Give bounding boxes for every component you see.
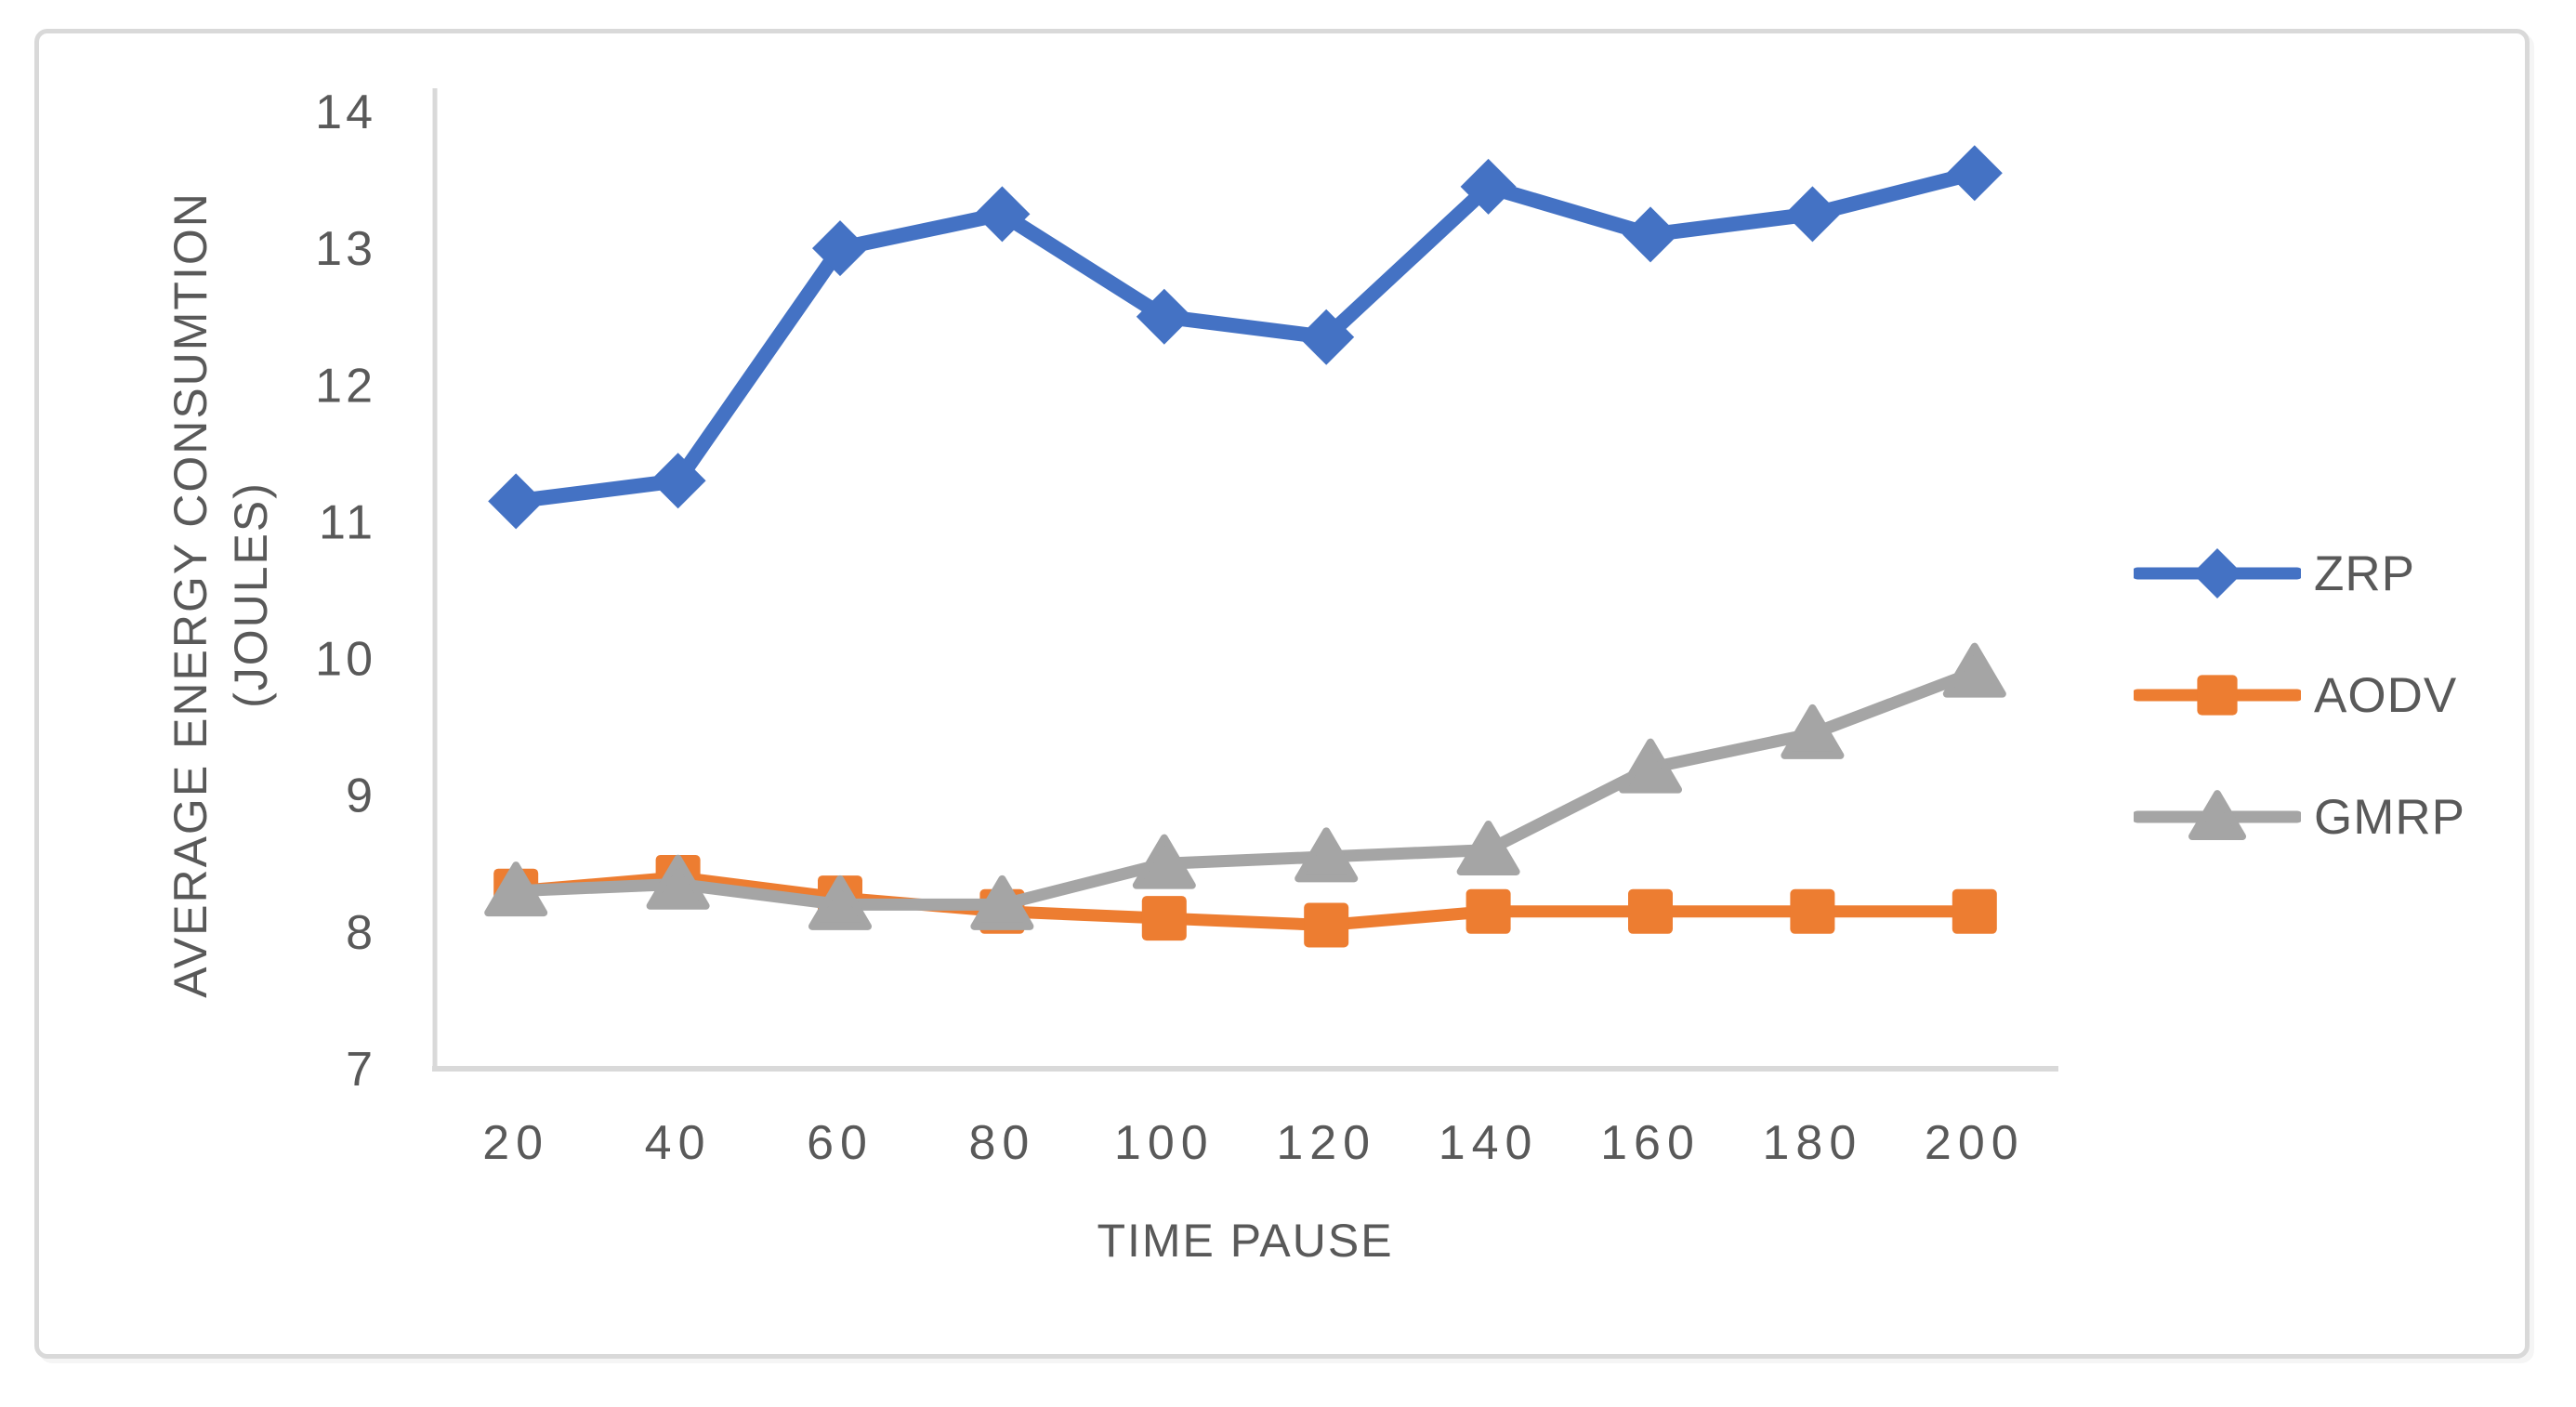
- x-tick-label-180: 180: [1763, 1116, 1863, 1170]
- data-point-ZRP-180: [1784, 186, 1841, 243]
- x-axis-title: TIME PAUSE: [1097, 1215, 1393, 1267]
- data-point-GMRP-160: [1619, 738, 1682, 794]
- series-line-AODV: [509, 871, 1981, 931]
- data-point-AODV-100: [1141, 896, 1187, 941]
- data-point-ZRP-80: [974, 186, 1031, 243]
- y-axis-title-line2: (JOULES): [225, 481, 277, 708]
- data-point-AODV-140: [1465, 888, 1511, 934]
- x-tick-label-80: 80: [968, 1116, 1035, 1170]
- y-tick-label-8: 8: [346, 906, 376, 960]
- y-axis-title-line1: AVERAGE ENERGY CONSUMTION: [164, 191, 217, 998]
- data-point-AODV-120: [1304, 902, 1349, 948]
- data-point-ZRP-60: [812, 220, 868, 277]
- x-tick-label-200: 200: [1925, 1116, 2025, 1170]
- data-point-ZRP-100: [1136, 288, 1192, 345]
- data-point-AODV-180: [1790, 888, 1835, 934]
- data-point-GMRP-100: [1132, 834, 1196, 889]
- x-tick-label-140: 140: [1439, 1116, 1539, 1170]
- y-axis-title: AVERAGE ENERGY CONSUMTION (JOULES): [161, 191, 282, 998]
- data-point-ZRP-120: [1298, 309, 1355, 365]
- data-point-AODV-160: [1628, 888, 1673, 934]
- data-point-GMRP-80: [970, 874, 1034, 930]
- y-tick-label-9: 9: [346, 769, 376, 823]
- y-tick-label-10: 10: [315, 633, 376, 687]
- data-point-GMRP-20: [484, 861, 548, 917]
- data-point-ZRP-160: [1623, 206, 1678, 263]
- x-tick-label-20: 20: [482, 1116, 549, 1170]
- y-tick-label-7: 7: [346, 1043, 376, 1097]
- data-point-ZRP-140: [1460, 158, 1517, 215]
- y-tick-label-12: 12: [315, 359, 376, 413]
- data-point-ZRP-40: [650, 453, 706, 509]
- data-point-GMRP-40: [646, 854, 710, 910]
- data-point-ZRP-200: [1946, 145, 2003, 202]
- data-point-GMRP-140: [1456, 820, 1520, 875]
- x-tick-label-100: 100: [1114, 1116, 1215, 1170]
- data-point-GMRP-200: [1942, 642, 2006, 698]
- series-line-GMRP: [509, 665, 1981, 911]
- data-point-GMRP-180: [1781, 704, 1845, 759]
- tick-layer: 7 8 9 10 11 12 13 14 20 40 60 80 100 120 140 160 180 200: [315, 85, 2025, 1170]
- x-tick-label-160: 160: [1600, 1116, 1701, 1170]
- data-point-GMRP-120: [1295, 827, 1359, 883]
- series-line-ZRP: [508, 165, 1982, 509]
- y-tick-label-11: 11: [319, 495, 376, 549]
- x-tick-label-60: 60: [807, 1116, 874, 1170]
- data-point-AODV-200: [1952, 888, 1997, 934]
- y-tick-label-14: 14: [315, 85, 376, 139]
- x-tick-label-120: 120: [1276, 1116, 1376, 1170]
- series-layer: [484, 145, 2006, 948]
- y-tick-label-13: 13: [315, 222, 376, 276]
- x-tick-label-40: 40: [645, 1116, 712, 1170]
- data-point-GMRP-60: [808, 874, 872, 930]
- chart-border: [34, 29, 2530, 1359]
- data-point-ZRP-20: [488, 473, 545, 530]
